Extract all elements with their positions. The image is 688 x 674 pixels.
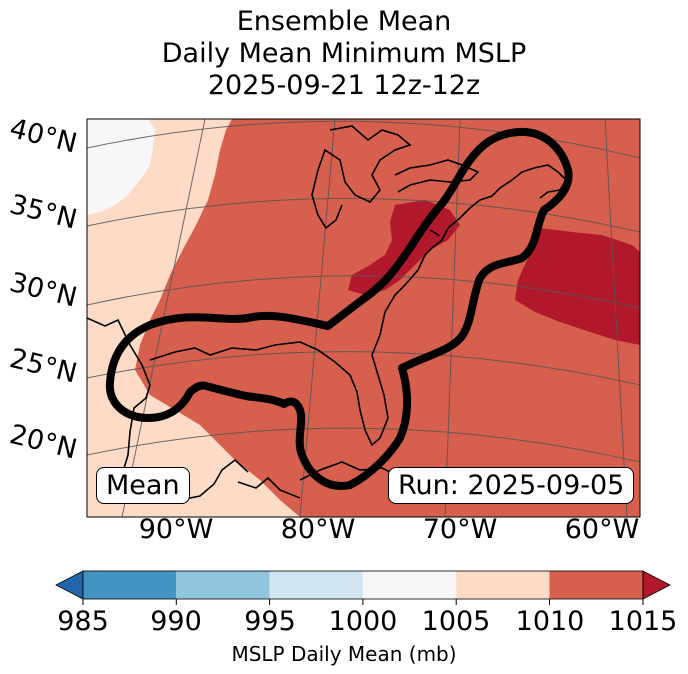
- colorbar-seg-1010: [549, 571, 643, 599]
- title-line-3: 2025-09-21 12z-12z: [207, 70, 481, 101]
- colorbar-title: MSLP Daily Mean (mb): [231, 642, 457, 666]
- lon-label-90w: 90°W: [138, 514, 214, 545]
- colorbar-tick-1015: 1015: [608, 606, 678, 637]
- colorbar-seg-990: [176, 571, 270, 599]
- colorbar-tick-1010: 1010: [515, 606, 585, 637]
- colorbar-tick-995: 995: [244, 606, 296, 637]
- lon-label-80w: 80°W: [280, 514, 356, 545]
- map-area: [87, 119, 640, 517]
- mean-contour: [105, 127, 573, 490]
- colorbar-tick-990: 990: [150, 606, 202, 637]
- lon-label-60w: 60°W: [564, 514, 640, 545]
- field-1015-atlantic: [515, 228, 640, 345]
- title-line-2: Daily Mean Minimum MSLP: [161, 38, 527, 69]
- lon-label-70w: 70°W: [422, 514, 498, 545]
- field-1000: [87, 119, 155, 215]
- colorbar-seg-1000: [362, 571, 457, 599]
- colorbar: [55, 570, 671, 605]
- colorbar-seg-995: [269, 571, 363, 599]
- run-date-box: Run: 2025-09-05: [388, 467, 635, 504]
- colorbar-extend-low: [55, 570, 84, 600]
- colorbar-extend-high: [642, 570, 671, 600]
- mean-label-box: Mean: [96, 467, 190, 504]
- coastlines: [87, 125, 568, 503]
- colorbar-seg-1005: [456, 571, 550, 599]
- colorbar-tick-1000: 1000: [328, 606, 398, 637]
- colorbar-tick-1005: 1005: [421, 606, 491, 637]
- title-line-1: Ensemble Mean: [236, 6, 452, 37]
- field-1015-appalachian: [348, 200, 460, 295]
- colorbar-tick-985: 985: [57, 606, 109, 637]
- map-frame: [86, 118, 641, 518]
- colorbar-seg-985: [83, 571, 177, 599]
